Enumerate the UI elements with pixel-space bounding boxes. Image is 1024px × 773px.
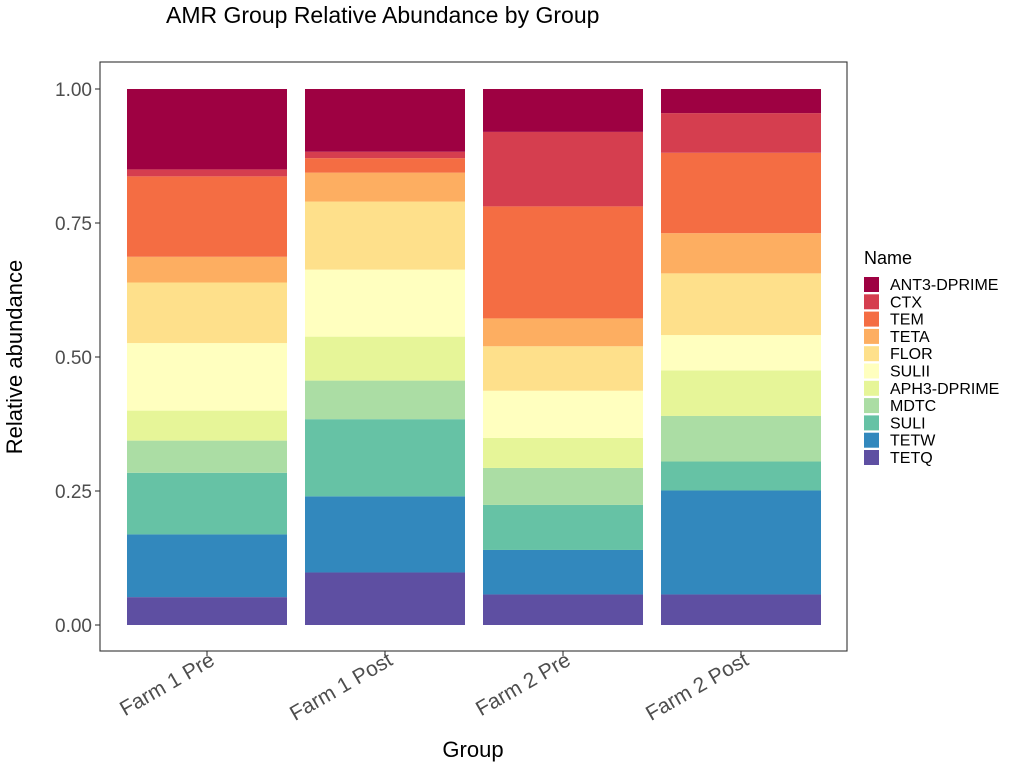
bar-segment-suli-farm-2-post (661, 461, 821, 491)
bar-segment-mdtc-farm-2-pre (483, 467, 643, 505)
y-tick-label: 1.00 (55, 80, 92, 101)
legend-swatch (864, 398, 879, 414)
bar-segment-tem-farm-2-post (661, 152, 821, 234)
legend-swatch (864, 294, 879, 310)
bar-segment-tetw-farm-2-post (661, 490, 821, 595)
bar-segment-ant3-dprime-farm-1-post (305, 89, 465, 152)
legend-swatch (864, 311, 879, 327)
bar-segment-tetq-farm-2-post (661, 594, 821, 625)
legend-label: FLOR (890, 346, 933, 363)
x-tick-label: Farm 1 Pre (116, 648, 218, 720)
x-tick-label: Farm 2 Post (642, 648, 753, 725)
bar-segment-teta-farm-1-post (305, 172, 465, 202)
y-tick-label: 0.75 (55, 214, 92, 235)
legend-title: Name (864, 248, 912, 268)
bar-segment-aph3-dprime-farm-1-post (305, 336, 465, 381)
bar-segment-tetq-farm-1-post (305, 572, 465, 625)
legend-label: TETW (890, 433, 936, 450)
bar-segment-suli-farm-1-post (305, 419, 465, 497)
y-axis: 0.00 0.25 0.50 0.75 1.00 (55, 80, 100, 637)
bar-segment-ant3-dprime-farm-2-pre (483, 89, 643, 132)
x-tick-label: Farm 2 Pre (472, 648, 574, 720)
x-axis: Farm 1 Pre Farm 1 Post Farm 2 Pre Farm 2 Po… (116, 648, 753, 725)
legend-label: TETA (890, 329, 930, 346)
legend-swatch (864, 363, 879, 379)
bar-segment-flor-farm-1-post (305, 201, 465, 270)
bar-segment-teta-farm-2-post (661, 233, 821, 274)
bar-segment-aph3-dprime-farm-2-pre (483, 437, 643, 468)
bar-segment-teta-farm-1-pre (127, 256, 287, 283)
bar-segment-tem-farm-2-pre (483, 206, 643, 319)
chart-title: AMR Group Relative Abundance by Group (166, 2, 599, 28)
y-tick-label: 0.00 (55, 616, 92, 637)
bar-segment-ctx-farm-1-post (305, 151, 465, 159)
bar-segment-teta-farm-2-pre (483, 318, 643, 347)
bar-segment-ctx-farm-2-post (661, 113, 821, 153)
bar-segment-mdtc-farm-2-post (661, 415, 821, 462)
legend-label: APH3-DPRIME (890, 381, 999, 398)
x-tick-label: Farm 1 Post (286, 648, 397, 725)
legend-label: MDTC (890, 398, 936, 415)
bar-segment-mdtc-farm-1-post (305, 380, 465, 420)
legend-label: TETQ (890, 450, 933, 467)
legend-swatch (864, 450, 879, 465)
y-axis-label: Relative abundance (2, 260, 27, 454)
bar-segment-ant3-dprime-farm-2-post (661, 89, 821, 114)
bar-segment-aph3-dprime-farm-2-post (661, 370, 821, 416)
bars-layer (127, 89, 821, 625)
legend-label: TEM (890, 312, 924, 329)
bar-segment-flor-farm-2-post (661, 273, 821, 336)
bar-segment-tetq-farm-2-pre (483, 594, 643, 625)
legend-label: ANT3-DPRIME (890, 277, 998, 294)
legend-swatch (864, 380, 879, 396)
legend: Name ANT3-DPRIMECTXTEMTETAFLORSULIIAPH3-… (864, 248, 999, 467)
bar-segment-mdtc-farm-1-pre (127, 440, 287, 473)
bar-segment-suli-farm-1-pre (127, 472, 287, 535)
legend-swatch (864, 432, 879, 448)
bar-segment-suli-farm-2-pre (483, 504, 643, 550)
bar-segment-tetw-farm-1-pre (127, 534, 287, 598)
bar-segment-flor-farm-2-pre (483, 346, 643, 391)
bar-segment-sulii-farm-1-pre (127, 343, 287, 411)
bar-segment-ctx-farm-1-pre (127, 169, 287, 177)
legend-label: CTX (890, 294, 922, 311)
legend-swatch (864, 415, 879, 431)
bar-segment-tetw-farm-1-post (305, 496, 465, 573)
bar-segment-ctx-farm-2-pre (483, 131, 643, 207)
bar-segment-tem-farm-1-pre (127, 176, 287, 257)
legend-swatch (864, 277, 879, 292)
y-tick-label: 0.50 (55, 348, 92, 369)
bar-segment-ant3-dprime-farm-1-pre (127, 89, 287, 170)
bar-segment-flor-farm-1-pre (127, 282, 287, 344)
bar-segment-sulii-farm-2-pre (483, 390, 643, 438)
legend-label: SULII (890, 364, 930, 381)
bar-segment-sulii-farm-2-post (661, 335, 821, 371)
legend-swatch (864, 346, 879, 362)
bar-segment-aph3-dprime-farm-1-pre (127, 410, 287, 441)
legend-label: SULI (890, 415, 926, 432)
bar-segment-tem-farm-1-post (305, 158, 465, 173)
bar-segment-sulii-farm-1-post (305, 269, 465, 337)
bar-segment-tetw-farm-2-pre (483, 549, 643, 595)
y-tick-label: 0.25 (55, 482, 92, 503)
x-axis-label: Group (442, 737, 503, 762)
legend-swatch (864, 328, 879, 344)
bar-segment-tetq-farm-1-pre (127, 597, 287, 625)
